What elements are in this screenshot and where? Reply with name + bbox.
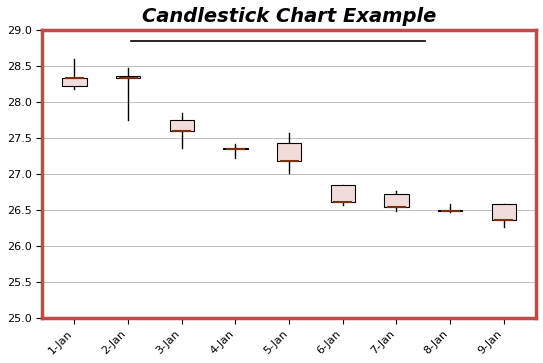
Bar	[277, 143, 301, 161]
Bar	[331, 185, 355, 201]
Bar	[438, 210, 462, 211]
Bar	[492, 204, 516, 220]
Title: Candlestick Chart Example: Candlestick Chart Example	[142, 7, 437, 26]
Bar	[223, 148, 248, 149]
Bar	[116, 76, 140, 78]
Bar	[62, 78, 86, 86]
Bar	[170, 120, 194, 131]
Bar	[384, 193, 408, 207]
